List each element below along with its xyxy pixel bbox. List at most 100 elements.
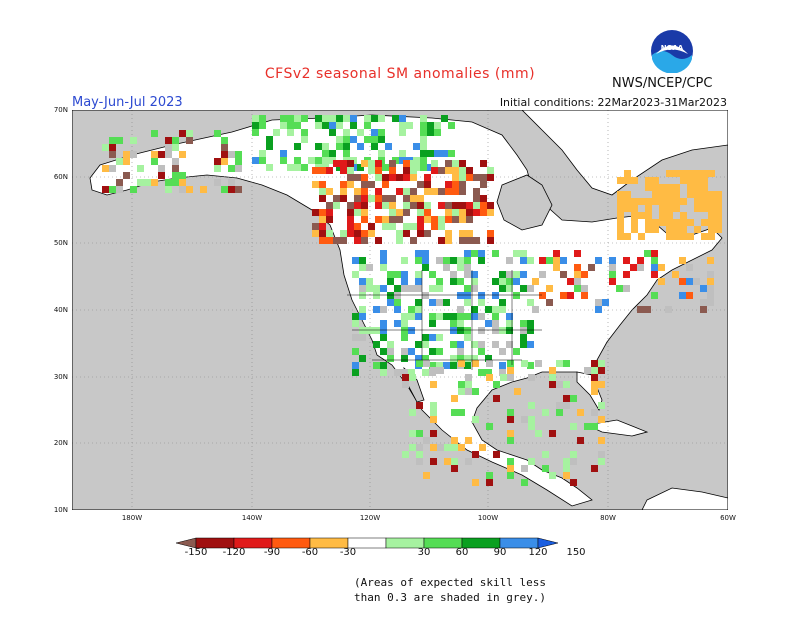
anomaly-cell (445, 209, 452, 216)
anomaly-cell (396, 216, 403, 223)
legend-arrow-right (537, 537, 559, 549)
anomaly-cell (403, 202, 410, 209)
anomaly-cell (499, 362, 506, 369)
anomaly-cell (354, 237, 361, 244)
anomaly-cell (459, 216, 466, 223)
anomaly-cell (666, 212, 673, 219)
anomaly-cell (422, 369, 429, 376)
anomaly-cell (459, 230, 466, 237)
anomaly-cell (473, 202, 480, 209)
anomaly-cell (319, 216, 326, 223)
anomaly-cell (445, 181, 452, 188)
anomaly-cell (357, 143, 364, 150)
anomaly-cell (416, 430, 423, 437)
anomaly-cell (645, 198, 652, 205)
anomaly-cell (651, 292, 658, 299)
anomaly-cell (478, 341, 485, 348)
anomaly-cell (570, 458, 577, 465)
anomaly-cell (680, 233, 687, 240)
anomaly-cell (507, 465, 514, 472)
anomaly-cell (487, 167, 494, 174)
anomaly-cell (429, 299, 436, 306)
anomaly-cell (473, 174, 480, 181)
anomaly-cell (165, 144, 172, 151)
anomaly-cell (273, 129, 280, 136)
anomaly-cell (624, 198, 631, 205)
anomaly-cell (172, 165, 179, 172)
anomaly-cell (506, 257, 513, 264)
anomaly-cell (301, 115, 308, 122)
anomaly-cell (403, 209, 410, 216)
anomaly-cell (366, 285, 373, 292)
anomaly-cell (443, 257, 450, 264)
anomaly-cell (389, 216, 396, 223)
anomaly-cell (429, 320, 436, 327)
anomaly-cell (493, 451, 500, 458)
anomaly-cell (666, 233, 673, 240)
anomaly-cell (416, 444, 423, 451)
anomaly-cell (457, 306, 464, 313)
anomaly-cell (352, 257, 359, 264)
anomaly-cell (645, 205, 652, 212)
anomaly-cell (466, 174, 473, 181)
anomaly-cell (521, 416, 528, 423)
anomaly-cell (380, 369, 387, 376)
anomaly-cell (527, 285, 534, 292)
anomaly-cell (221, 151, 228, 158)
anomaly-cell (252, 157, 259, 164)
anomaly-cell (123, 158, 130, 165)
anomaly-cell (361, 230, 368, 237)
anomaly-cell (480, 181, 487, 188)
anomaly-cell (409, 430, 416, 437)
anomaly-cell (451, 444, 458, 451)
anomaly-cell (506, 320, 513, 327)
anomaly-cell (445, 216, 452, 223)
anomaly-cell (563, 472, 570, 479)
anomaly-cell (492, 320, 499, 327)
anomaly-cell (471, 271, 478, 278)
anomaly-cell (373, 341, 380, 348)
anomaly-cell (403, 223, 410, 230)
anomaly-cell (389, 209, 396, 216)
anomaly-cell (507, 437, 514, 444)
anomaly-cell (430, 381, 437, 388)
anomaly-cell (350, 136, 357, 143)
anomaly-cell (427, 150, 434, 157)
anomaly-cell (499, 306, 506, 313)
anomaly-cell (659, 198, 666, 205)
anomaly-cell (380, 306, 387, 313)
anomaly-cell (429, 334, 436, 341)
anomaly-cell (507, 374, 514, 381)
anomaly-cell (424, 181, 431, 188)
anomaly-cell (464, 362, 471, 369)
anomaly-cell (415, 250, 422, 257)
anomaly-cell (329, 122, 336, 129)
anomaly-cell (401, 278, 408, 285)
anomaly-cell (443, 264, 450, 271)
anomaly-cell (322, 143, 329, 150)
anomaly-cell (319, 237, 326, 244)
anomaly-cell (513, 348, 520, 355)
anomaly-cell (574, 264, 581, 271)
anomaly-cell (294, 143, 301, 150)
anomaly-cell (472, 479, 479, 486)
anomaly-cell (361, 216, 368, 223)
anomaly-cell (378, 129, 385, 136)
anomaly-cell (560, 271, 567, 278)
anomaly-cell (410, 237, 417, 244)
anomaly-cell (430, 416, 437, 423)
anomaly-cell (385, 164, 392, 171)
anomaly-cell (266, 136, 273, 143)
anomaly-cell (165, 186, 172, 193)
anomaly-cell (644, 306, 651, 313)
anomaly-cell (401, 271, 408, 278)
anomaly-cell (651, 250, 658, 257)
anomaly-cell (563, 465, 570, 472)
anomaly-cell (403, 174, 410, 181)
anomaly-cell (520, 250, 527, 257)
anomaly-cell (493, 381, 500, 388)
anomaly-cell (445, 202, 452, 209)
anomaly-cell (638, 212, 645, 219)
anomaly-cell (506, 313, 513, 320)
anomaly-cell (221, 144, 228, 151)
